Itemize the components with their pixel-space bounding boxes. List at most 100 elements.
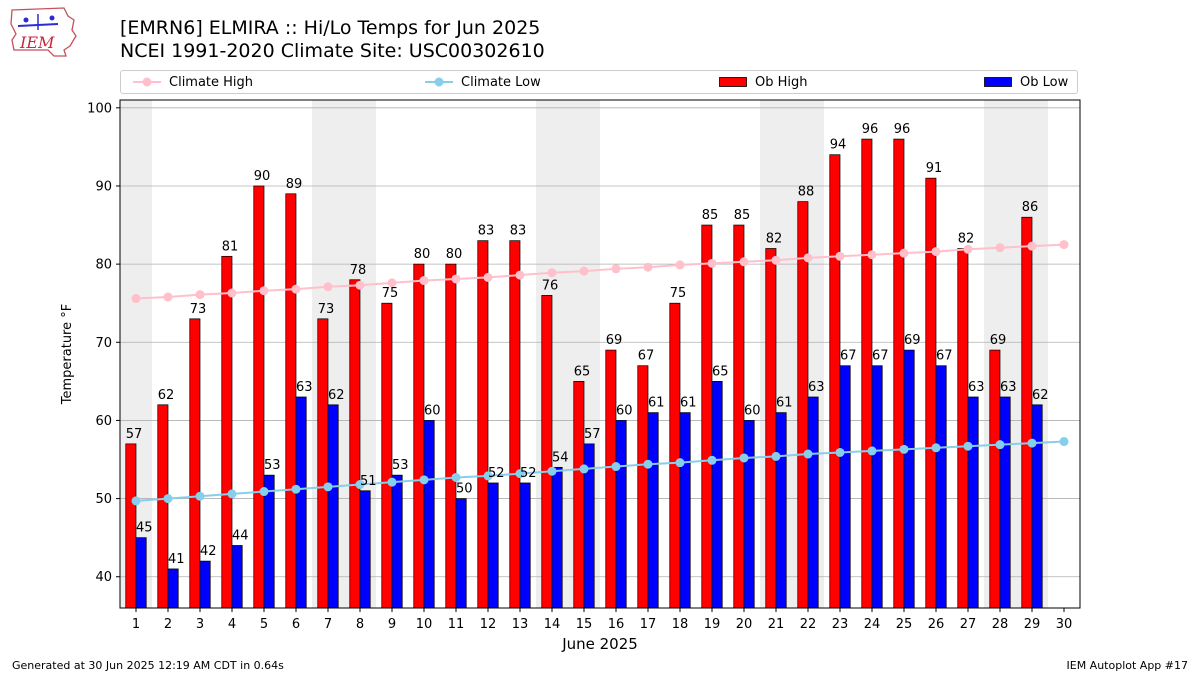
x-tick-label: 2 (164, 617, 172, 632)
ob-high-bar (701, 224, 713, 609)
climate-low-point (995, 440, 1005, 450)
climate-high-point (931, 247, 941, 257)
ob-low-label: 67 (840, 349, 857, 364)
ob-high-bar (989, 349, 1001, 609)
climate-high-point (643, 262, 653, 272)
x-tick-label: 30 (1056, 617, 1073, 632)
x-tick-label: 10 (416, 617, 433, 632)
ob-low-label: 63 (1000, 380, 1017, 395)
climate-high-point (739, 257, 749, 267)
ob-low-bar (551, 466, 563, 609)
climate-high-point (483, 272, 493, 282)
bars (125, 138, 1043, 609)
climate-low-point (259, 487, 269, 497)
ob-high-bar (573, 381, 585, 609)
ob-high-bar (861, 138, 873, 609)
climate-low-point (419, 475, 429, 485)
ob-low-bar (743, 420, 755, 609)
legend-climate-low-label: Climate Low (461, 74, 541, 90)
x-axis-label: June 2025 (561, 635, 638, 653)
x-tick-label: 18 (672, 617, 689, 632)
data-labels: 57 62 73 81 90 89 73 78 75 80 80 83 83 76 65 69 67 75 85 85… (126, 122, 1049, 567)
ob-low-label: 42 (200, 544, 217, 559)
svg-text:IEM: IEM (19, 33, 55, 52)
climate-low-point (163, 494, 173, 504)
ob-high-label: 80 (414, 247, 431, 262)
ob-high-label: 69 (606, 333, 623, 348)
ob-low-bar (487, 482, 499, 609)
x-tick-label: 26 (928, 617, 945, 632)
climate-low-point (323, 482, 333, 492)
climate-high-point (1027, 241, 1037, 251)
climate-high-point (163, 292, 173, 302)
x-tick-label: 19 (704, 617, 721, 632)
climate-high-point (995, 243, 1005, 253)
ob-low-bar (647, 412, 659, 609)
ob-high-bar (381, 302, 393, 609)
ob-high-label: 82 (766, 231, 783, 246)
climate-high-point (1059, 240, 1069, 250)
climate-high-point (355, 280, 365, 290)
climate-low-point (291, 484, 301, 494)
chart-subtitle: NCEI 1991-2020 Climate Site: USC00302610 (120, 40, 545, 62)
ob-high-label: 96 (894, 122, 911, 137)
climate-low-line (135, 440, 1065, 502)
y-axis-label: Temperature °F (60, 304, 75, 405)
x-tick-label: 15 (576, 617, 593, 632)
ob-high-label: 65 (574, 364, 591, 379)
ob-high-bar (509, 240, 521, 609)
ob-high-bar (221, 255, 233, 609)
climate-low-point (707, 455, 717, 465)
climate-high-point (419, 276, 429, 286)
y-tick-label: 70 (95, 336, 112, 351)
legend: Climate High Climate Low Ob High Ob Low (120, 70, 1078, 94)
climate-high-point (131, 294, 141, 304)
ob-high-bar (445, 263, 457, 609)
climate-low-point (227, 489, 237, 499)
climate-high-point (771, 255, 781, 265)
x-tick-label: 3 (196, 617, 204, 632)
ob-high-label: 80 (446, 247, 463, 262)
x-tick-label: 22 (800, 617, 817, 632)
ob-low-label: 63 (968, 380, 985, 395)
climate-low-point (675, 458, 685, 468)
ob-high-label: 85 (734, 208, 751, 223)
climate-high-point (451, 274, 461, 284)
ob-high-label: 96 (862, 122, 879, 137)
ob-high-label: 75 (670, 286, 687, 301)
ob-high-bar (605, 349, 617, 609)
y-tick-label: 50 (95, 492, 112, 507)
legend-ob-high: Ob High (719, 71, 808, 93)
ob-high-label: 83 (478, 224, 495, 239)
climate-low-point (899, 444, 909, 454)
ob-low-label: 62 (328, 388, 345, 403)
ob-low-bar (935, 365, 947, 609)
ob-high-label: 73 (190, 302, 207, 317)
ob-high-bar (477, 240, 489, 609)
x-tick-label: 9 (388, 617, 396, 632)
climate-high-point (195, 290, 205, 300)
ob-low-label: 60 (616, 403, 633, 418)
ob-low-bar (519, 482, 531, 609)
climate-low-point (771, 451, 781, 461)
legend-ob-low: Ob Low (984, 71, 1068, 93)
ob-high-label: 69 (990, 333, 1007, 348)
footer-generated: Generated at 30 Jun 2025 12:19 AM CDT in… (12, 659, 284, 672)
ob-high-label: 62 (158, 388, 175, 403)
ob-high-label: 81 (222, 239, 239, 254)
x-tick-label: 21 (768, 617, 785, 632)
ob-high-label: 83 (510, 224, 527, 239)
ob-high-bar (285, 193, 297, 609)
x-tick-label: 27 (960, 617, 977, 632)
climate-low-point (835, 447, 845, 457)
climate-low-point (931, 443, 941, 453)
ob-low-label: 67 (872, 349, 889, 364)
ob-low-label: 63 (808, 380, 825, 395)
climate-low-point (355, 480, 365, 490)
ob-low-label: 61 (648, 396, 665, 411)
climate-low-point (579, 464, 589, 474)
y-tick-label: 100 (87, 101, 112, 116)
ob-low-label: 51 (360, 474, 377, 489)
x-tick-label: 7 (324, 617, 332, 632)
